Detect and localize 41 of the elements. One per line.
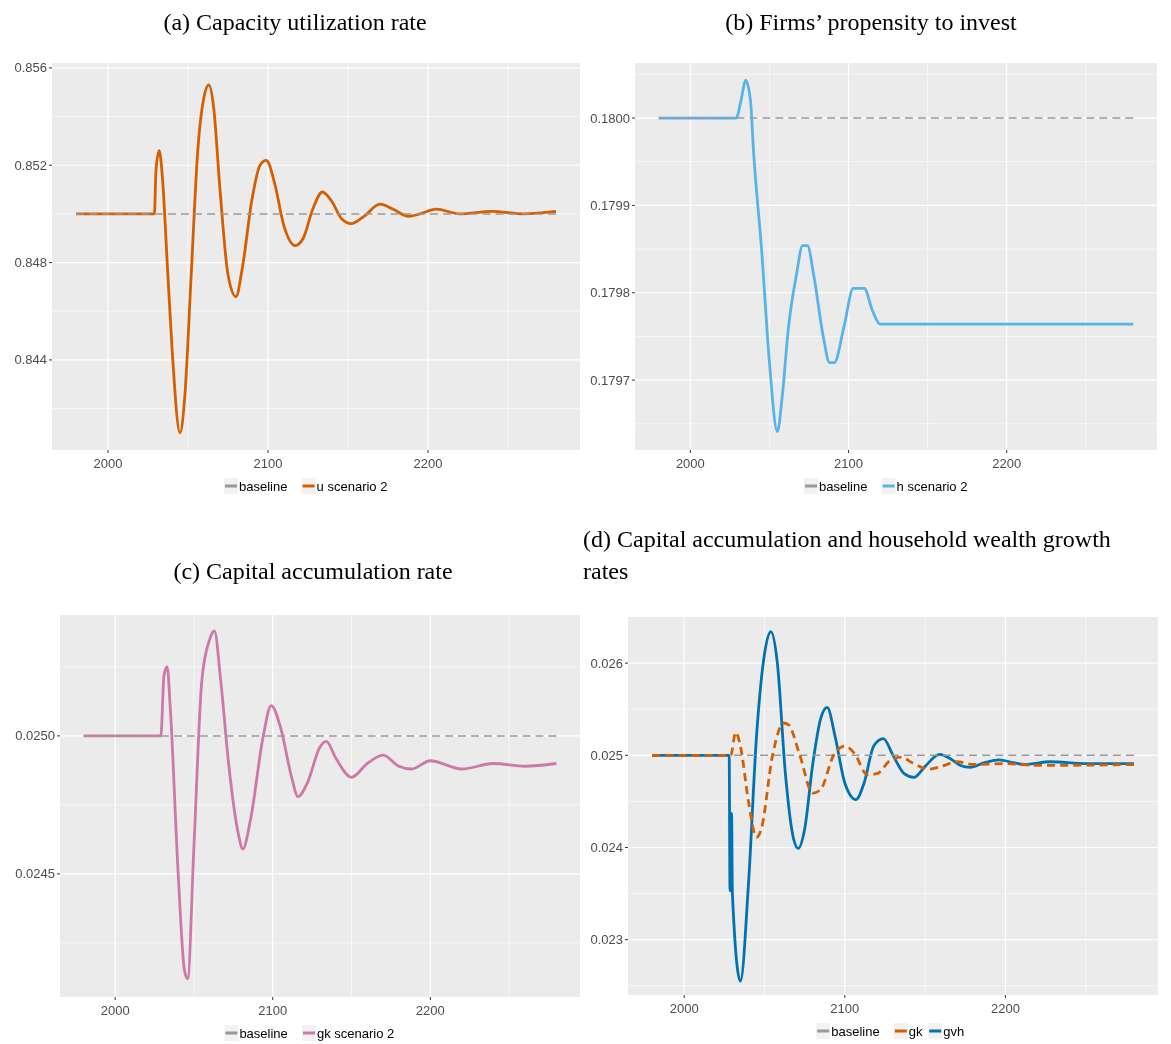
line-series	[82, 629, 558, 981]
chart-title: (b) Firms’ propensity to invest	[725, 9, 1018, 35]
chart-title: (d) Capital accumulation and household wealth growth rates	[583, 526, 1111, 584]
x-tick-label: 2100	[830, 1000, 860, 1016]
x-tick-label: 2000	[100, 1002, 130, 1018]
y-tick-label: 0.024	[590, 840, 623, 856]
y-tick-label: 0.0245	[15, 866, 55, 882]
y-tick-label: 0.852	[14, 157, 47, 173]
x-tick-label: 2000	[675, 455, 705, 471]
y-tick-label: 0.023	[590, 932, 623, 948]
x-tick-label: 2200	[992, 455, 1022, 471]
y-tick-label: 0.856	[14, 60, 47, 76]
x-tick-label: 2100	[258, 1002, 288, 1018]
x-tick-label: 2200	[413, 455, 443, 471]
y-tick-label: 0.1798	[590, 285, 630, 301]
y-tick-label: 0.848	[14, 255, 47, 271]
legend-label: baseline	[819, 478, 868, 494]
x-tick-label: 2200	[990, 1000, 1020, 1016]
x-tick-label: 2200	[415, 1002, 445, 1018]
legend-label: h scenario 2	[896, 478, 968, 494]
chart-title: (c) Capital accumulation rate	[173, 558, 453, 584]
legend-label: baseline	[239, 1025, 288, 1041]
chart-title: (a) Capacity utilization rate	[163, 9, 427, 35]
x-tick-label: 2000	[93, 455, 123, 471]
y-tick-label: 0.1799	[590, 197, 630, 213]
y-tick-label: 0.1800	[590, 110, 630, 126]
x-tick-label: 2000	[669, 1000, 699, 1016]
legend-label: gk	[908, 1023, 924, 1039]
legend-label: u scenario 2	[316, 478, 388, 494]
x-tick-label: 2100	[253, 455, 283, 471]
y-tick-label: 0.026	[590, 655, 623, 671]
legend-label: gvh	[943, 1023, 965, 1039]
y-tick-label: 0.1797	[590, 372, 630, 388]
legend-label: baseline	[831, 1023, 880, 1039]
y-tick-label: 0.0250	[15, 728, 55, 744]
x-tick-label: 2100	[834, 455, 864, 471]
legend-label: gk scenario 2	[317, 1025, 395, 1041]
y-tick-label: 0.844	[14, 352, 47, 368]
line-series	[650, 721, 1136, 839]
y-tick-label: 0.025	[590, 747, 623, 763]
legend-label: baseline	[239, 478, 288, 494]
